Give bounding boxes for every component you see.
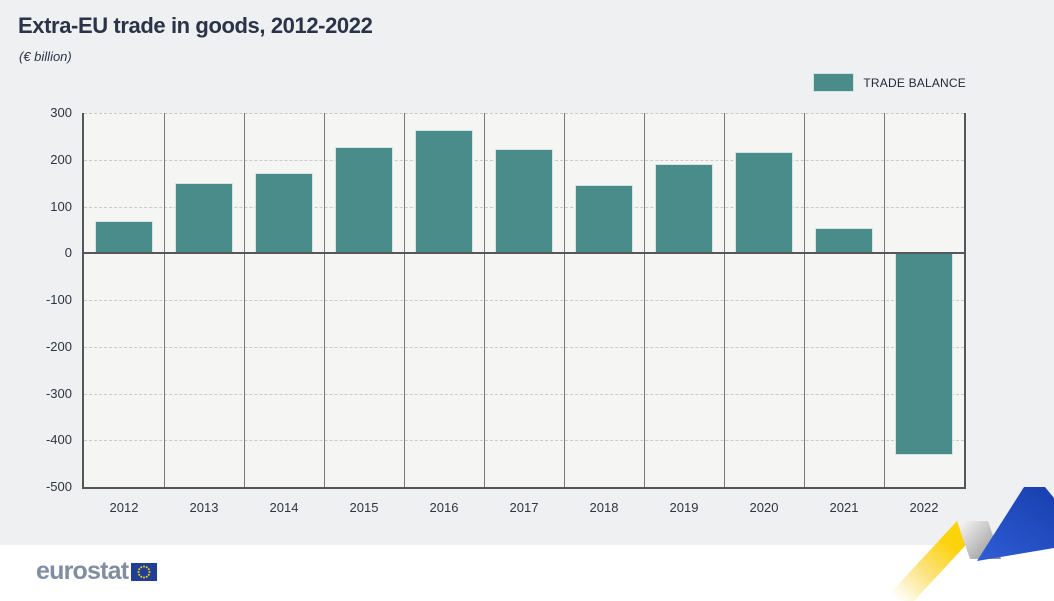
bar-2012 (95, 221, 153, 254)
column-separator (163, 113, 165, 487)
x-tick-label: 2013 (189, 500, 219, 515)
y-tick-label: 200 (50, 151, 72, 167)
column-separator (323, 113, 325, 487)
column-separator (483, 113, 485, 487)
y-tick-label: 300 (50, 105, 72, 120)
y-tick-label: -500 (45, 479, 72, 494)
y-tick-label: -100 (45, 292, 72, 307)
chart-unit-subtitle: (€ billion) (19, 49, 72, 64)
footer-band: eurostat (0, 545, 1054, 601)
x-tick-label: 2014 (269, 500, 299, 515)
x-tick-label: 2019 (669, 500, 699, 515)
y-tick-label: -200 (45, 338, 72, 354)
column-separator (403, 113, 405, 487)
column-separator (243, 113, 245, 487)
x-tick-label: 2018 (589, 500, 619, 515)
column-separator (803, 113, 805, 487)
x-tick-label: 2020 (749, 500, 779, 515)
x-tick-label: 2017 (509, 500, 539, 515)
column-separator (643, 113, 645, 487)
bar-2019 (655, 163, 713, 254)
y-tick-label: 100 (50, 198, 72, 214)
grid-line (84, 393, 964, 395)
column-separator (883, 113, 885, 487)
bar-2016 (415, 129, 473, 254)
chart-title: Extra-EU trade in goods, 2012-2022 (18, 13, 373, 38)
y-tick-label: -400 (45, 432, 72, 448)
plot-area (82, 113, 966, 489)
bar-2014 (255, 172, 313, 254)
column-separator (563, 113, 565, 487)
bar-2013 (175, 183, 233, 254)
legend-swatch-icon (813, 73, 855, 92)
grid-line (84, 113, 964, 114)
x-tick-label: 2022 (909, 500, 939, 515)
bar-2015 (335, 146, 393, 254)
y-tick-label: 0 (64, 245, 72, 261)
y-tick-label: -300 (45, 385, 72, 401)
grid-line (84, 300, 964, 301)
zero-axis-line (84, 252, 964, 255)
x-tick-label: 2021 (829, 500, 859, 515)
grid-line (84, 346, 964, 348)
legend-label: TRADE BALANCE (863, 75, 966, 90)
column-separator (723, 113, 725, 487)
bar-2017 (495, 149, 553, 254)
eu-flag-icon (131, 562, 158, 581)
bar-2021 (815, 227, 873, 254)
legend: TRADE BALANCE (813, 73, 966, 92)
bar-2020 (735, 152, 793, 254)
eurostat-logo: eurostat (36, 557, 158, 586)
grid-line (84, 440, 964, 442)
x-tick-label: 2016 (429, 500, 459, 515)
eurostat-logo-text: eurostat (36, 557, 129, 585)
x-tick-label: 2015 (349, 500, 379, 515)
x-tick-label: 2012 (109, 500, 139, 515)
bar-2018 (575, 184, 633, 254)
bar-2022 (895, 253, 953, 456)
eu-flag-stars (137, 565, 151, 578)
